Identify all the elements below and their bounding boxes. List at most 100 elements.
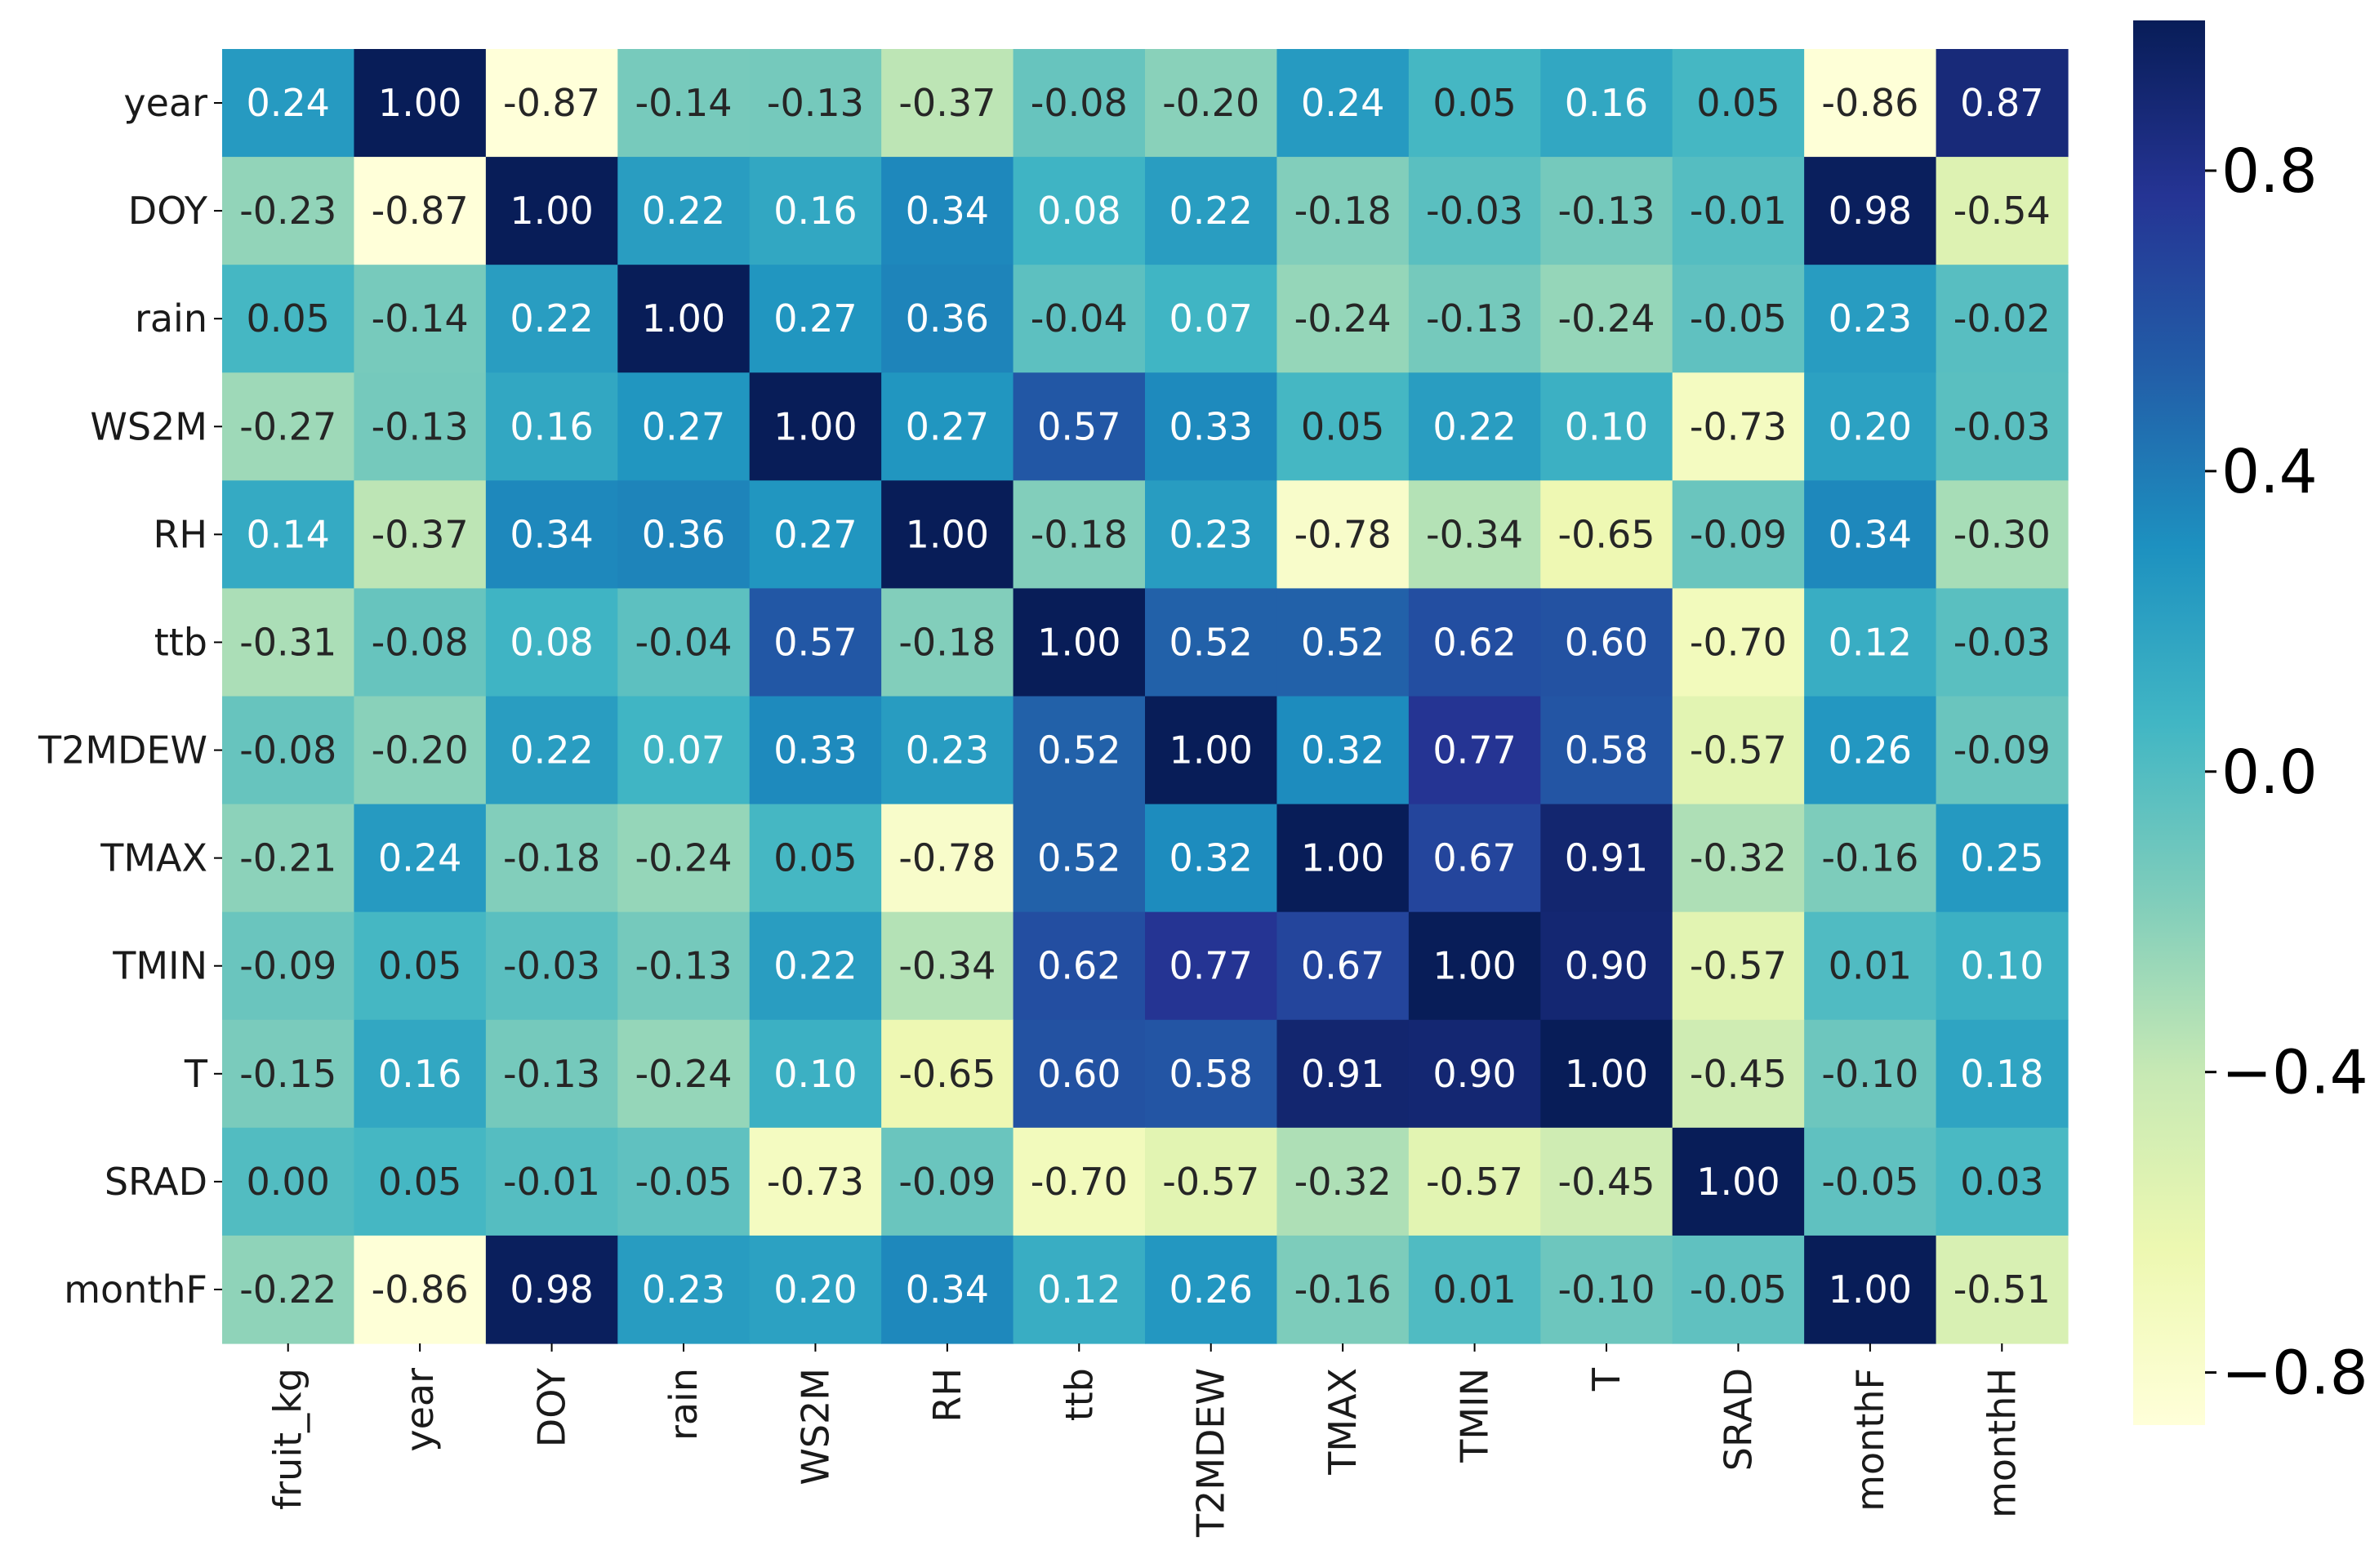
heatmap-cell xyxy=(1408,696,1541,805)
heatmap-cell xyxy=(881,1235,1014,1344)
heatmap-cell xyxy=(354,1019,487,1129)
heatmap-cell xyxy=(354,696,487,805)
heatmap-cell xyxy=(485,157,618,265)
heatmap-cell xyxy=(1936,1127,2069,1236)
cell-value-label: 0.24 xyxy=(247,81,330,125)
cell-value-label: -0.45 xyxy=(1557,1160,1655,1204)
heatmap-cell xyxy=(1540,1127,1673,1236)
heatmap-cell xyxy=(1145,480,1278,590)
row-axis: year DOY rain WS2M RH ttb T2MDEW TMAX TMIN T SRAD m… xyxy=(38,81,222,1312)
cell-value-label: -0.14 xyxy=(635,81,732,125)
cell-value-label: 0.23 xyxy=(906,728,989,773)
colorbar-tick-label: 0.0 xyxy=(2221,737,2318,808)
heatmap-cell xyxy=(1804,1127,1937,1236)
heatmap-cell xyxy=(1540,1235,1673,1344)
column-label: TMAX xyxy=(1321,1368,1365,1476)
heatmap-cell xyxy=(1936,1235,2069,1344)
cell-value-label: 1.00 xyxy=(1432,944,1516,988)
cell-value-label: 0.60 xyxy=(1037,1052,1120,1096)
heatmap-cell xyxy=(222,911,355,1021)
cell-value-label: -0.05 xyxy=(1821,1160,1918,1204)
cell-value-label: -0.78 xyxy=(898,836,996,880)
cell-value-label: 0.60 xyxy=(1565,620,1648,664)
cell-value-label: -0.24 xyxy=(635,836,732,880)
heatmap-cell xyxy=(1145,1235,1278,1344)
cell-value-label: -0.57 xyxy=(1690,728,1787,773)
cell-value-label: -0.73 xyxy=(1690,404,1787,448)
column-label: SRAD xyxy=(1716,1368,1760,1471)
cell-value-label: 0.05 xyxy=(773,836,857,880)
heatmap-cell xyxy=(1540,265,1673,373)
cell-value-label: -0.09 xyxy=(1954,728,2051,773)
heatmap-cell xyxy=(222,480,355,590)
cell-value-label: -0.22 xyxy=(239,1267,336,1312)
cell-value-label: 0.33 xyxy=(773,728,857,773)
heatmap-cell xyxy=(1013,1235,1146,1344)
heatmap-cell xyxy=(881,480,1014,590)
heatmap-cell xyxy=(1804,911,1937,1021)
cell-value-label: -0.04 xyxy=(635,620,732,664)
cell-value-label: -0.05 xyxy=(1690,1267,1787,1312)
heatmap-cell xyxy=(1672,157,1805,265)
cell-value-label: -0.57 xyxy=(1162,1160,1259,1204)
heatmap-cell xyxy=(749,1127,882,1236)
heatmap-cell xyxy=(1540,1019,1673,1129)
cell-value-label: -0.13 xyxy=(767,81,864,125)
heatmap-cell xyxy=(1540,588,1673,697)
heatmap-cell xyxy=(881,911,1014,1021)
cell-value-label: -0.57 xyxy=(1426,1160,1523,1204)
heatmap-cell xyxy=(1145,804,1278,913)
colorbar-gradient xyxy=(2133,20,2205,1425)
column-label: T xyxy=(1584,1367,1628,1392)
heatmap-cell xyxy=(222,696,355,805)
cell-value-label: 0.23 xyxy=(1169,512,1253,556)
cell-value-label: 1.00 xyxy=(1696,1160,1780,1204)
cell-value-label: 0.98 xyxy=(510,1267,593,1312)
cell-value-label: -0.16 xyxy=(1821,836,1918,880)
heatmap-cell xyxy=(881,157,1014,265)
cell-value-label: 0.22 xyxy=(1432,404,1516,448)
cell-value-label: 0.20 xyxy=(773,1267,857,1312)
cell-value-label: -0.20 xyxy=(372,728,469,773)
cell-value-label: -0.18 xyxy=(1294,189,1392,233)
cell-value-label: 0.25 xyxy=(1960,836,2043,880)
cell-value-label: 1.00 xyxy=(510,189,593,233)
cell-value-label: -0.09 xyxy=(1690,512,1787,556)
heatmap-cell xyxy=(1936,49,2069,158)
colorbar-tick-label: 0.4 xyxy=(2221,437,2318,507)
cell-value-label: 0.52 xyxy=(1301,620,1384,664)
cell-value-label: 0.16 xyxy=(510,404,593,448)
heatmap-cell xyxy=(1804,480,1937,590)
cell-value-label: 0.16 xyxy=(773,189,857,233)
cell-value-label: -0.05 xyxy=(1690,296,1787,341)
cell-value-label: 0.05 xyxy=(378,1160,461,1204)
cell-value-label: -0.01 xyxy=(1690,189,1787,233)
row-label: DOY xyxy=(128,189,208,233)
cell-value-label: 0.36 xyxy=(906,296,989,341)
cell-value-label: 0.22 xyxy=(510,728,593,773)
heatmap-cell xyxy=(1408,265,1541,373)
cell-value-label: 0.32 xyxy=(1169,836,1253,880)
heatmap-cell xyxy=(1936,1019,2069,1129)
cell-value-label: 0.14 xyxy=(247,512,330,556)
cell-value-label: 0.07 xyxy=(1169,296,1253,341)
heatmap-cell xyxy=(1276,157,1410,265)
column-label: TMIN xyxy=(1453,1368,1497,1463)
cell-value-label: -0.24 xyxy=(1294,296,1392,341)
cell-value-label: -0.65 xyxy=(1557,512,1655,556)
cell-value-label: -0.24 xyxy=(1557,296,1655,341)
heatmap-cell xyxy=(1145,588,1278,697)
heatmap-cell xyxy=(1013,480,1146,590)
cell-value-label: 0.57 xyxy=(773,620,857,664)
cell-value-label: 0.00 xyxy=(247,1160,330,1204)
heatmap-cell xyxy=(1672,696,1805,805)
cell-value-label: 0.34 xyxy=(906,189,989,233)
cell-value-label: 0.05 xyxy=(1301,404,1384,448)
cell-value-label: 0.22 xyxy=(510,296,593,341)
cell-value-label: 0.08 xyxy=(1037,189,1120,233)
cell-value-label: 0.01 xyxy=(1829,944,1912,988)
cell-value-label: -0.13 xyxy=(635,944,732,988)
cell-value-label: -0.04 xyxy=(1031,296,1128,341)
cell-value-label: 1.00 xyxy=(1829,1267,1912,1312)
heatmap-cell xyxy=(1804,804,1937,913)
